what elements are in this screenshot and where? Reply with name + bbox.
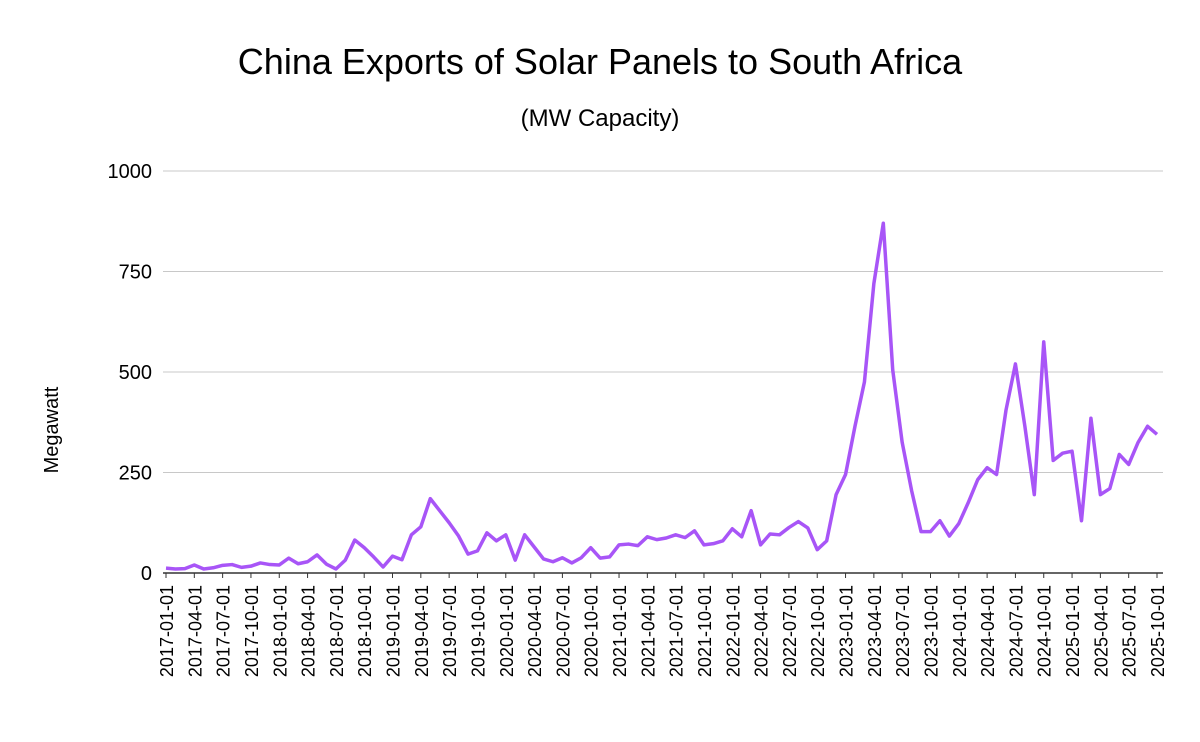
x-tick-label: 2019-07-01 <box>440 585 460 677</box>
x-tick-label: 2017-07-01 <box>214 585 234 677</box>
x-tick-label: 2021-04-01 <box>638 585 658 677</box>
x-tick-label: 2020-10-01 <box>582 585 602 677</box>
x-tick-label: 2018-10-01 <box>355 585 375 677</box>
x-tick-label: 2020-04-01 <box>525 585 545 677</box>
x-tick-label: 2023-07-01 <box>893 585 913 677</box>
chart-title: China Exports of Solar Panels to South A… <box>238 41 963 82</box>
y-tick-label: 500 <box>119 362 152 384</box>
x-tick-label: 2022-07-01 <box>780 585 800 677</box>
x-tick-label: 2019-01-01 <box>384 585 404 677</box>
x-tick-label: 2024-04-01 <box>978 585 998 677</box>
y-tick-label: 0 <box>141 563 152 585</box>
x-tick-label: 2021-07-01 <box>667 585 687 677</box>
x-tick-label: 2018-07-01 <box>327 585 347 677</box>
y-tick-label: 1000 <box>108 161 153 183</box>
x-tick-label: 2022-04-01 <box>752 585 772 677</box>
y-axis-label: Megawatt <box>41 386 63 473</box>
x-tick-label: 2021-10-01 <box>695 585 715 677</box>
x-tick-label: 2023-01-01 <box>837 585 857 677</box>
x-tick-label: 2024-07-01 <box>1006 585 1026 677</box>
x-tick-label: 2017-04-01 <box>185 585 205 677</box>
y-tick-label: 250 <box>119 463 152 485</box>
x-tick-label: 2019-10-01 <box>468 585 488 677</box>
x-tick-label: 2025-01-01 <box>1063 585 1083 677</box>
x-tick-label: 2017-01-01 <box>157 585 177 677</box>
x-tick-label: 2020-01-01 <box>497 585 517 677</box>
x-tick-label: 2025-07-01 <box>1120 585 1140 677</box>
x-tick-label: 2018-04-01 <box>299 585 319 677</box>
x-tick-label: 2022-10-01 <box>808 585 828 677</box>
x-tick-label: 2019-04-01 <box>412 585 432 677</box>
x-tick-label: 2020-07-01 <box>553 585 573 677</box>
y-tick-label: 750 <box>119 262 152 284</box>
x-tick-label: 2018-01-01 <box>270 585 290 677</box>
x-tick-label: 2017-10-01 <box>242 585 262 677</box>
x-tick-label: 2023-10-01 <box>921 585 941 677</box>
x-tick-label: 2025-04-01 <box>1091 585 1111 677</box>
data-line <box>165 221 1159 571</box>
x-tick-label: 2024-01-01 <box>950 585 970 677</box>
x-tick-label: 2023-04-01 <box>865 585 885 677</box>
x-tick-label: 2021-01-01 <box>610 585 630 677</box>
x-tick-label: 2025-10-01 <box>1148 585 1168 677</box>
x-tick-label: 2022-01-01 <box>723 585 743 677</box>
x-tick-label: 2024-10-01 <box>1035 585 1055 677</box>
chart-subtitle: (MW Capacity) <box>521 105 680 132</box>
